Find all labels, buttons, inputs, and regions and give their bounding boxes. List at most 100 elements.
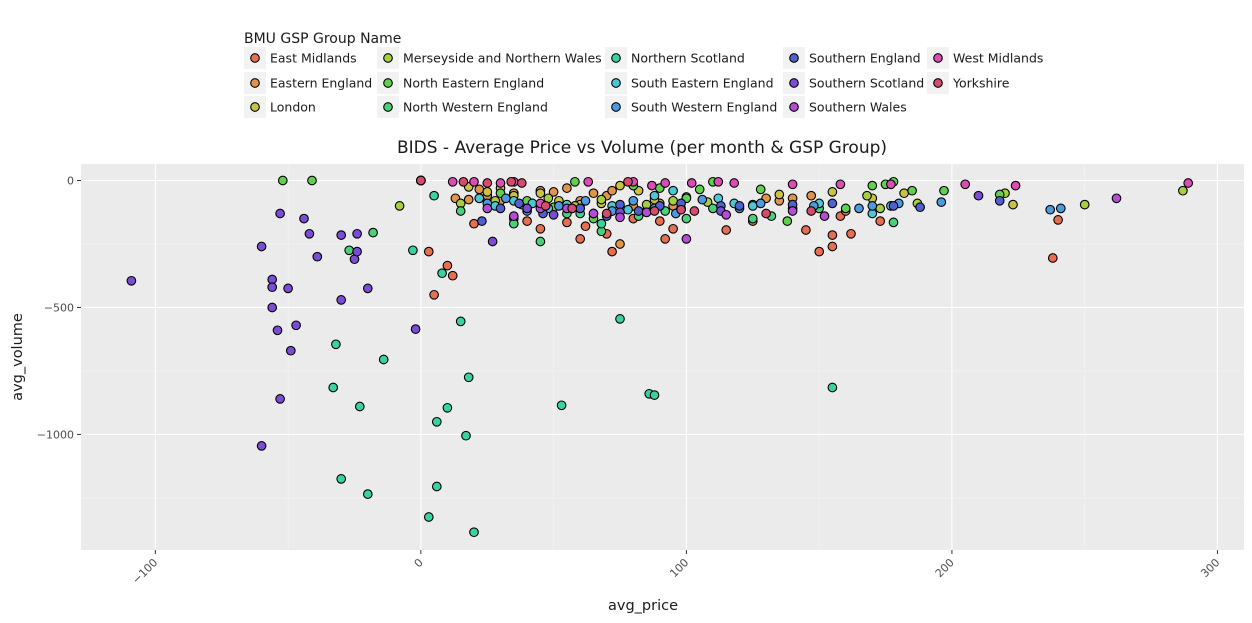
data-point [562,217,572,228]
data-point [596,194,607,205]
data-point [429,190,439,201]
data-point [469,176,479,187]
data-point [886,179,896,190]
data-point [960,179,971,190]
data-point [596,218,607,229]
data-point [641,207,652,218]
data-point [867,180,878,191]
data-point [686,178,697,188]
data-point [840,203,851,214]
data-point [562,183,572,193]
y-tick-label: 0 [67,175,74,188]
data-point [285,345,296,356]
legend-marker [611,78,621,88]
data-point [697,194,708,205]
data-point [548,209,559,220]
legend-item: East Midlands [244,47,357,69]
data-point [575,234,586,244]
data-point [601,208,612,219]
data-point [721,225,732,235]
data-point [729,178,740,188]
x-tick-label: 0 [412,556,426,570]
data-point [915,202,925,213]
data-point [689,206,700,216]
data-point [583,176,594,187]
data-point [275,394,285,404]
data-point [267,302,278,313]
data-point [482,187,493,197]
legend-label: Southern Wales [809,100,907,115]
data-point [668,185,678,196]
legend-item: Southern England [783,47,921,69]
data-point [875,216,886,226]
x-tick-label: 300 [1198,556,1222,580]
data-point [721,209,732,220]
legend-label: South Eastern England [631,76,774,91]
data-point [681,234,692,244]
legend-marker [789,102,799,112]
data-point [973,190,984,201]
legend-item: Yorkshire [927,72,1010,94]
data-point [516,178,527,188]
legend-marker [933,53,943,63]
data-point [267,282,278,293]
data-point [806,190,817,201]
data-point [328,382,339,393]
data-point [535,188,546,199]
data-point [126,275,137,286]
data-point [447,270,458,281]
data-point [814,246,825,257]
legend-item: London [244,96,316,118]
data-point [469,527,479,538]
data-point [588,188,599,199]
legend-item: South Eastern England [605,72,774,94]
data-point [668,195,678,206]
legend-label: West Midlands [953,51,1043,66]
data-point [495,178,506,188]
data-point [410,324,421,334]
data-point [835,179,846,190]
data-point [256,441,267,451]
data-point [455,206,466,216]
data-point [416,175,426,186]
data-point [429,289,439,300]
legend-label: Northern Scotland [631,51,745,66]
data-point [607,246,617,257]
data-point [588,208,599,219]
data-point [846,228,856,239]
data-point [442,260,453,271]
data-point [408,245,418,256]
data-point [615,239,625,249]
data-point [442,402,453,413]
data-point [827,187,838,197]
data-point [336,230,347,240]
legend-label: North Eastern England [403,76,544,91]
data-point [487,236,498,247]
data-point [344,245,355,256]
data-point [1055,203,1066,214]
legend-item: South Western England [605,96,777,118]
data-point [522,216,532,226]
data-point [708,203,718,214]
data-point [304,228,315,239]
legend-marker [383,78,393,88]
legend-label: East Midlands [270,51,357,66]
data-point [761,208,771,219]
data-point [1010,180,1021,191]
data-point [540,201,551,211]
data-point [272,325,283,336]
legend-marker [250,53,260,63]
data-point [694,184,705,195]
data-point [506,176,517,187]
data-point [394,201,405,211]
data-point [352,246,362,257]
legend-marker [789,78,799,88]
data-point [299,213,309,224]
data-point [461,430,471,441]
data-point [431,416,442,427]
data-point [1053,215,1063,225]
data-point [307,175,317,186]
data-point [827,230,838,240]
legend-label: Merseyside and Northern Wales [403,51,602,66]
